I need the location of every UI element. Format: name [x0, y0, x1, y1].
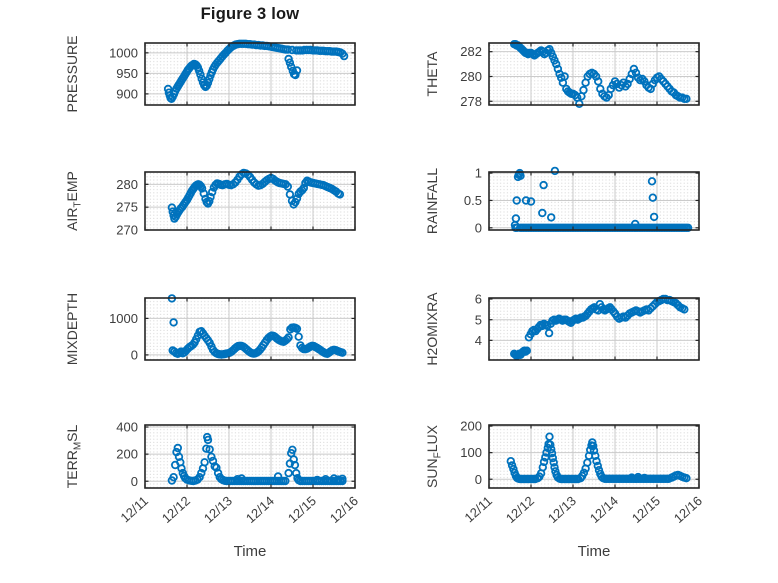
plot-terr-msl: 0 200 400 TERRM​SL 12/1112/1212/1312/1412/15…	[64, 420, 361, 526]
x-tick-label: 12/16	[671, 493, 705, 526]
x-tick-label: 12/11	[462, 493, 496, 525]
y-tick-label: 400	[116, 420, 138, 435]
plot-mixdepth: 0 1000 MIXDEPTH	[64, 293, 356, 365]
scatter-points	[167, 294, 347, 359]
axes-box	[488, 424, 700, 489]
figure-title: Figure 3 low	[200, 5, 300, 23]
tick-marks	[144, 298, 356, 360]
y-axis-label-sun-flux: SUNF​LUX	[424, 424, 444, 488]
y-axis-label-air-temp: AIRT​EMP	[64, 171, 84, 231]
tick-marks	[488, 172, 700, 230]
y-tick-label: 0	[131, 347, 138, 362]
y-tick-label: 900	[116, 86, 138, 101]
y-axis-label-pressure: PRESSURE	[64, 35, 80, 112]
y-tick-label: 950	[116, 66, 138, 81]
plot-area-rainfall	[489, 172, 699, 230]
y-axis-label-terr-msl: TERRM​SL	[64, 424, 84, 488]
y-tick-label: 270	[116, 223, 138, 238]
y-tick-label: 6	[475, 292, 482, 307]
y-tick-label: 200	[460, 419, 482, 434]
y-tick-label: 0	[475, 220, 482, 235]
x-tick-label: 12/14	[243, 493, 277, 526]
x-tick-label: 12/12	[159, 493, 193, 526]
x-tick-label: 12/15	[285, 493, 319, 526]
tick-marks	[144, 425, 356, 488]
tick-marks	[144, 172, 356, 231]
y-tick-label: 275	[116, 200, 138, 215]
y-tick-label: 4	[475, 333, 482, 348]
tick-marks	[488, 298, 700, 360]
x-tick-label: 12/11	[118, 493, 152, 525]
scatter-points	[510, 294, 689, 361]
scatter-points	[163, 39, 349, 103]
y-tick-label: 282	[460, 44, 482, 59]
scatter-points	[167, 432, 347, 486]
tick-marks	[144, 43, 356, 105]
scatter-points	[167, 168, 345, 223]
axes-box	[488, 42, 700, 106]
axes-box	[488, 297, 700, 361]
y-axis-label-h2omixra: H2OMIXRA	[424, 292, 440, 366]
axes-box	[144, 171, 356, 231]
y-tick-label: 280	[460, 69, 482, 84]
y-tick-label: 1000	[109, 311, 138, 326]
plot-rainfall: 0 0.5 1 RAINFALL	[424, 166, 700, 235]
x-tick-label: 12/12	[503, 493, 537, 526]
y-tick-label: 5	[475, 312, 482, 327]
y-tick-label: 0.5	[464, 193, 482, 208]
y-tick-label: 278	[460, 94, 482, 109]
x-axis-label-right: Time	[577, 543, 611, 560]
y-tick-label: 100	[460, 445, 482, 460]
tick-marks	[488, 43, 700, 105]
y-tick-label: 0	[131, 474, 138, 489]
y-tick-label: 200	[116, 447, 138, 462]
scatter-points	[510, 40, 691, 108]
x-axis-label-left: Time	[233, 543, 267, 560]
plot-air-temp: 270 275 280 AIRT​EMP	[64, 168, 356, 238]
plot-h2omixra: 4 5 6 H2OMIXRA	[424, 292, 700, 366]
x-tick-label: 12/14	[587, 493, 621, 526]
axes-box	[144, 42, 356, 106]
y-tick-label: 1000	[109, 45, 138, 60]
plot-theta: 278 280 282 THETA	[424, 40, 700, 109]
x-tick-label: 12/13	[201, 493, 235, 526]
y-axis-label-mixdepth: MIXDEPTH	[64, 293, 80, 365]
y-tick-label: 280	[116, 177, 138, 192]
scatter-points	[506, 432, 691, 484]
tick-marks	[488, 425, 700, 488]
x-tick-label: 12/15	[629, 493, 663, 526]
y-tick-label: 0	[475, 472, 482, 487]
plot-sun-flux: 0 100 200 SUNF​LUX 12/1112/1212/1312/1412/15…	[424, 419, 705, 526]
x-tick-label: 12/16	[327, 493, 361, 526]
y-tick-label: 1	[475, 166, 482, 181]
x-tick-label: 12/13	[545, 493, 579, 526]
axes-box	[144, 424, 356, 489]
scatter-points	[510, 166, 693, 232]
axes-box	[144, 297, 356, 361]
y-axis-label-theta: THETA	[424, 51, 440, 97]
y-axis-label-rainfall: RAINFALL	[424, 168, 440, 234]
plot-pressure: 900 950 1000 PRESSURE	[64, 35, 356, 113]
